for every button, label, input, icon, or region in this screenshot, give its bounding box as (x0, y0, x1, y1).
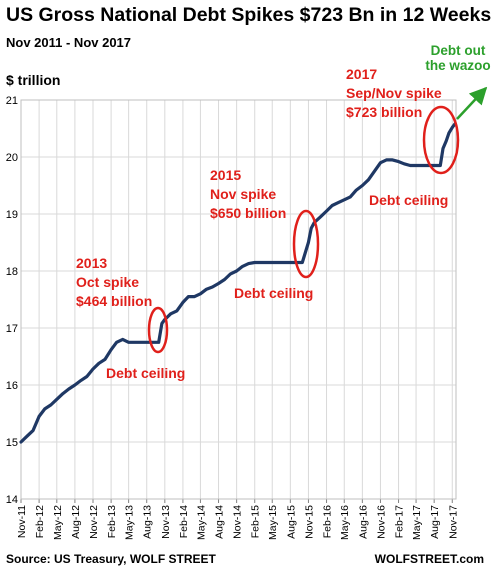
x-tick-label: Aug-14 (214, 505, 226, 539)
annotation-2017-spike: 2017 Sep/Nov spike $723 billion (346, 66, 442, 120)
annotation-line: 2015 (210, 167, 241, 183)
annotation-debt-ceiling-2015: Debt ceiling (234, 285, 313, 301)
x-tick-label: May-13 (124, 505, 136, 540)
y-tick-labels: 14 15 16 17 18 19 20 21 (6, 95, 18, 506)
y-axis-label: $ trillion (6, 72, 61, 88)
spike-ellipse (147, 306, 169, 354)
annotation-debt-ceiling-2017: Debt ceiling (369, 192, 448, 208)
spike-highlights (147, 105, 460, 354)
x-tick-label: May-15 (267, 505, 279, 540)
x-tick-label: May-12 (52, 505, 64, 540)
y-tick-label: 14 (6, 494, 18, 506)
annotation-line: $723 billion (346, 104, 422, 120)
annotations: 2013 Oct spike $464 billion Debt ceiling 201… (76, 43, 491, 381)
x-tick-label: Feb-14 (178, 505, 190, 538)
annotation-line: Nov spike (210, 186, 276, 202)
x-tick-label: Nov-16 (375, 505, 387, 539)
annotation-debt-ceiling-2013: Debt ceiling (106, 365, 185, 381)
spike-ellipse (292, 209, 320, 279)
x-tick-label: Nov-13 (160, 505, 172, 539)
source-note: Source: US Treasury, WOLF STREET (6, 552, 216, 566)
chart-title: US Gross National Debt Spikes $723 Bn in… (6, 4, 492, 26)
x-tick-label: Nov-17 (447, 505, 459, 539)
y-tick-label: 19 (6, 209, 18, 221)
plot-frame (20, 99, 457, 500)
wazoo-arrow (456, 86, 488, 120)
y-tick-label: 21 (6, 95, 18, 107)
x-tick-label: May-17 (411, 505, 423, 540)
y-tick-label: 17 (6, 323, 18, 335)
x-tick-label: Aug-16 (357, 505, 369, 539)
annotation-line: Debt ceiling (369, 192, 448, 208)
x-tick-label: Feb-13 (106, 505, 118, 538)
x-tick-label: Aug-13 (142, 505, 154, 539)
x-tick-label: Feb-16 (322, 505, 334, 538)
x-tick-label: Nov-12 (88, 505, 100, 539)
brand-label: WOLFSTREET.com (374, 552, 484, 566)
x-tick-label: Nov-11 (16, 505, 28, 538)
x-tick-labels: Nov-11 Feb-12 May-12 Aug-12 Nov-12 Feb-13 May-… (16, 505, 459, 540)
x-tick-label: Nov-15 (303, 505, 315, 539)
annotation-line: Oct spike (76, 274, 139, 290)
x-tick-label: Feb-17 (394, 505, 406, 538)
annotation-line: 2017 (346, 66, 377, 82)
annotation-2013-spike: 2013 Oct spike $464 billion (76, 255, 152, 309)
y-tick-label: 16 (6, 380, 18, 392)
annotation-line: the wazoo (425, 58, 490, 73)
y-tick-label: 15 (6, 437, 18, 449)
annotation-line: Sep/Nov spike (346, 85, 442, 101)
series-line (19, 122, 457, 444)
x-tick-label: Aug-12 (70, 505, 82, 539)
spike-ellipse (422, 105, 460, 175)
annotation-2015-spike: 2015 Nov spike $650 billion (210, 167, 286, 221)
x-tick-label: Aug-17 (429, 505, 441, 539)
annotation-line: $464 billion (76, 293, 152, 309)
annotation-debt-wazoo: Debt out the wazoo (425, 43, 490, 73)
y-tick-label: 18 (6, 266, 18, 278)
annotation-line: Debt ceiling (106, 365, 185, 381)
annotation-line: Debt ceiling (234, 285, 313, 301)
annotation-line: $650 billion (210, 205, 286, 221)
x-tick-label: Feb-15 (250, 505, 262, 538)
chart-subtitle: Nov 2011 - Nov 2017 (6, 35, 132, 50)
x-tick-label: Nov-14 (232, 505, 244, 539)
x-tick-label: May-16 (339, 505, 351, 540)
annotation-line: Debt out (431, 43, 486, 58)
x-tick-label: May-14 (195, 505, 207, 540)
x-tick-label: Aug-15 (285, 505, 297, 539)
x-tick-label: Feb-12 (34, 505, 46, 538)
debt-series-line (19, 122, 457, 444)
y-tick-label: 20 (6, 152, 18, 164)
annotation-line: 2013 (76, 255, 107, 271)
axes (20, 99, 457, 503)
